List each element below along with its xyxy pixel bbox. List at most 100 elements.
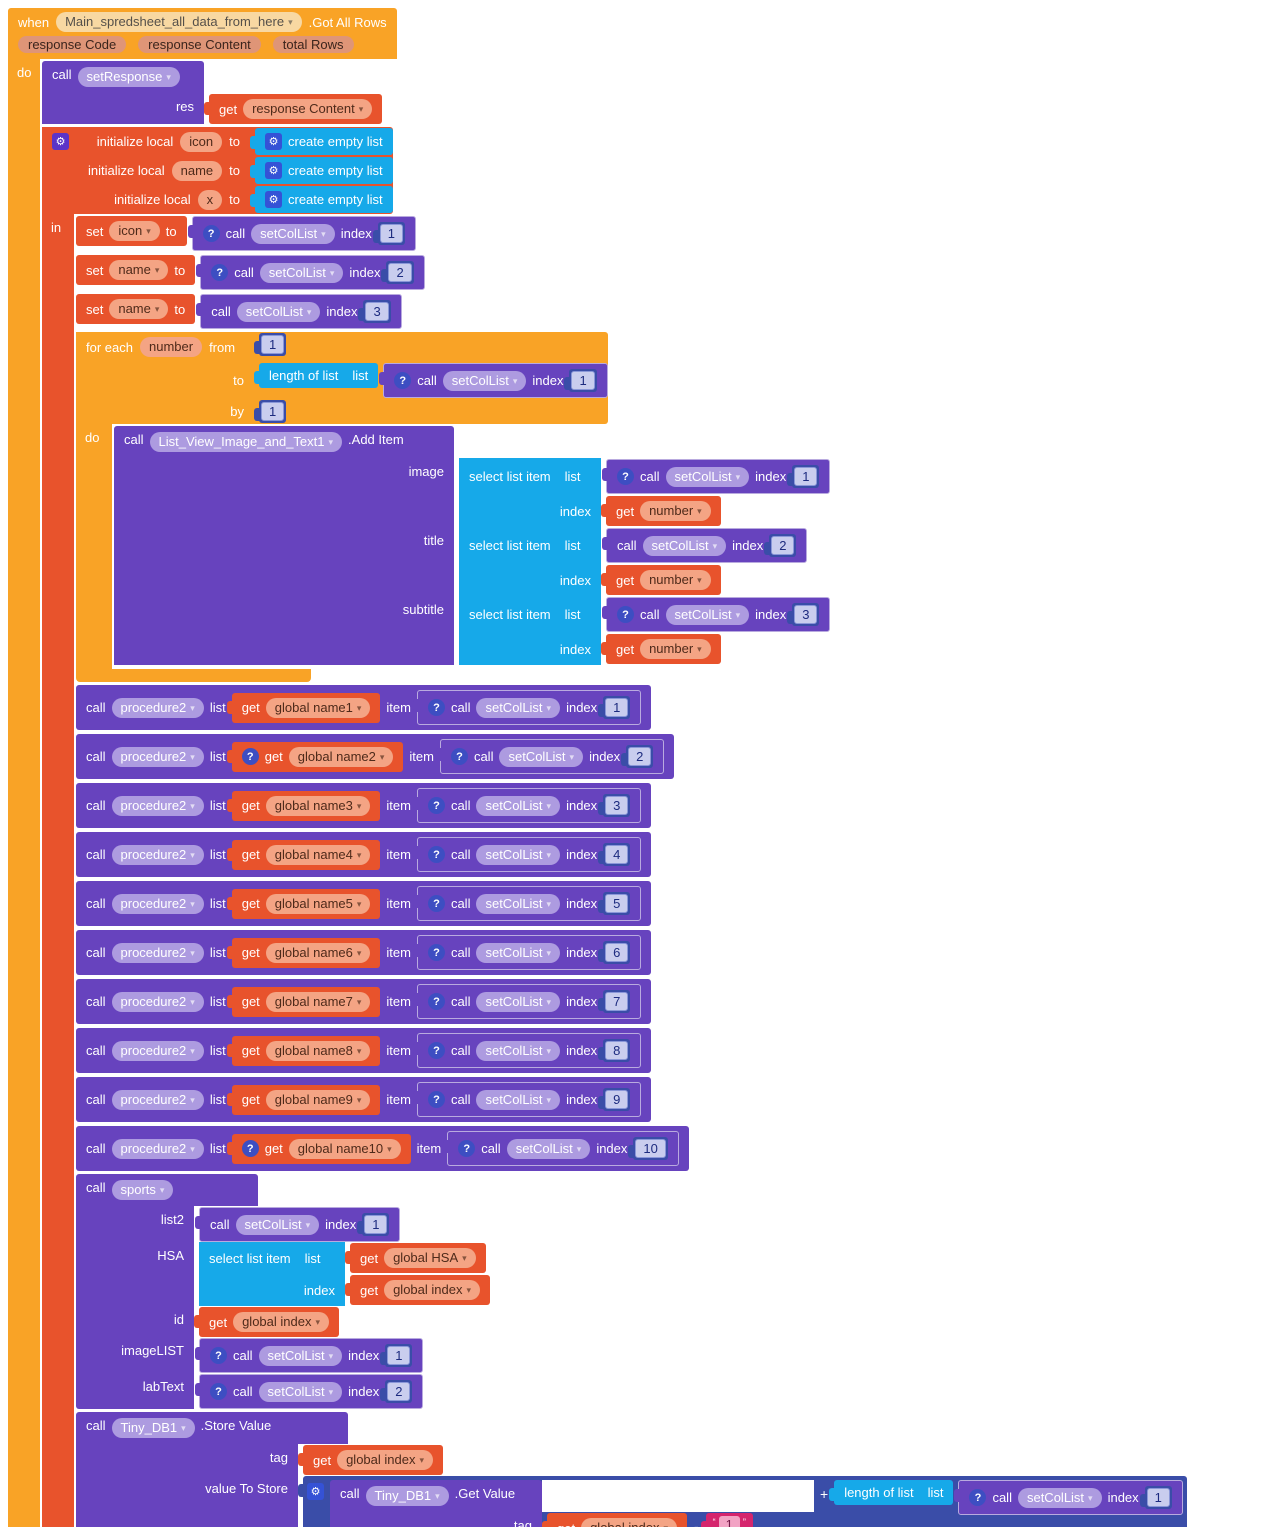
- warning-icon[interactable]: ?: [394, 372, 412, 389]
- number-block[interactable]: 1: [564, 369, 597, 392]
- get-global-index-block[interactable]: get global index ▾: [542, 1513, 687, 1527]
- call-setcollist-block[interactable]: ? call setColList ▾ index 6: [412, 935, 642, 970]
- call-procedure2-block[interactable]: call procedure2 ▾ list ? get global name…: [76, 832, 652, 877]
- call-setcollist-block[interactable]: call setColList ▾ index 1: [194, 1207, 401, 1242]
- number-field[interactable]: 1: [379, 224, 404, 243]
- number-field[interactable]: 3: [365, 302, 389, 321]
- variable-dropdown[interactable]: global index ▾: [384, 1280, 480, 1300]
- call-setcollist-block[interactable]: ? call setColList ▾ index 8: [412, 1033, 642, 1068]
- variable-dropdown[interactable]: global name2 ▾: [288, 746, 394, 767]
- empty-socket[interactable]: [542, 1480, 814, 1512]
- number-block[interactable]: 3: [598, 794, 631, 817]
- call-setcollist-block[interactable]: ? call setColList ▾ index 5: [412, 886, 642, 921]
- call-procedure2-block[interactable]: call procedure2 ▾ list ? get global name…: [76, 930, 652, 975]
- number-field[interactable]: 2: [628, 747, 652, 766]
- variable-dropdown[interactable]: number ▾: [640, 570, 711, 590]
- procedure-dropdown[interactable]: setColList ▾: [476, 1040, 561, 1061]
- call-setcollist-block[interactable]: ? call setColList ▾ index 2: [196, 255, 425, 290]
- number-field[interactable]: 2: [771, 536, 795, 555]
- call-procedure2-block[interactable]: call procedure2 ▾ list ? get global name…: [76, 734, 675, 779]
- warning-icon[interactable]: ?: [617, 468, 634, 485]
- procedure-dropdown[interactable]: setColList ▾: [476, 942, 561, 963]
- call-procedure2-block[interactable]: call procedure2 ▾ list ? get global name…: [76, 881, 652, 926]
- number-block[interactable]: 2: [764, 534, 797, 557]
- mutator-gear-icon[interactable]: ⚙: [307, 1483, 324, 1500]
- warning-icon[interactable]: ?: [427, 846, 445, 863]
- component-dropdown[interactable]: Tiny_DB1 ▾: [365, 1486, 449, 1506]
- variable-dropdown[interactable]: global name1 ▾: [265, 697, 371, 718]
- number-field[interactable]: 1: [605, 698, 629, 717]
- call-setcollist-block[interactable]: ? call setColList ▾ index 2: [601, 528, 808, 563]
- procedure-dropdown[interactable]: setColList ▾: [665, 604, 750, 625]
- call-procedure2-block[interactable]: call procedure2 ▾ list ? get global name…: [76, 1126, 689, 1171]
- number-field[interactable]: 9: [605, 1090, 629, 1109]
- mutator-gear-icon[interactable]: ⚙: [52, 133, 69, 150]
- number-block[interactable]: 1: [372, 222, 406, 245]
- call-setcollist-block[interactable]: ? call setColList ▾ index 9: [412, 1082, 642, 1117]
- get-global-index-block[interactable]: get global index ▾: [194, 1307, 339, 1337]
- procedure-dropdown[interactable]: procedure2 ▾: [111, 991, 204, 1012]
- text-string-block[interactable]: “ 1 ”: [700, 1513, 753, 1527]
- set-local-variable-block[interactable]: set name ▾ to: [76, 255, 196, 285]
- call-setcollist-block[interactable]: ? call setColList ▾ index 4: [412, 837, 642, 872]
- warning-icon[interactable]: ?: [202, 225, 220, 242]
- variable-dropdown[interactable]: number ▾: [640, 639, 711, 659]
- number-block[interactable]: 1: [787, 465, 820, 488]
- number-block[interactable]: 1: [1139, 1486, 1172, 1509]
- number-block[interactable]: 1: [380, 1344, 413, 1367]
- warning-icon[interactable]: ?: [211, 264, 229, 281]
- number-field[interactable]: 1: [571, 371, 595, 390]
- variable-dropdown[interactable]: global name9 ▾: [265, 1089, 371, 1110]
- call-setcollist-block[interactable]: ? call setColList ▾ index 3: [196, 294, 402, 329]
- procedure-dropdown[interactable]: procedure2 ▾: [111, 697, 204, 718]
- get-global-variable-block[interactable]: ? get global name7 ▾: [226, 986, 381, 1017]
- variable-dropdown[interactable]: global HSA ▾: [384, 1248, 476, 1268]
- number-block[interactable]: 10: [628, 1137, 668, 1160]
- warning-icon[interactable]: ?: [450, 748, 468, 765]
- select-list-item-block[interactable]: select list item list ? call setColList …: [459, 458, 831, 527]
- warning-icon[interactable]: ?: [427, 895, 445, 912]
- local-var-x[interactable]: x: [197, 189, 223, 210]
- number-block[interactable]: 6: [598, 941, 631, 964]
- variable-dropdown[interactable]: global name6 ▾: [265, 942, 371, 963]
- when-event-block[interactable]: when Main_spredsheet_all_data_from_here …: [8, 8, 1261, 1527]
- procedure-dropdown[interactable]: setColList ▾: [499, 746, 584, 767]
- number-field[interactable]: 1: [1146, 1488, 1170, 1507]
- component-dropdown[interactable]: List_View_Image_and_Text1 ▾: [149, 432, 343, 452]
- warning-icon[interactable]: ?: [617, 606, 634, 623]
- call-setcollist-block[interactable]: ? call setColList ▾ index 1: [412, 690, 642, 725]
- number-field[interactable]: 4: [605, 845, 629, 864]
- procedure-dropdown[interactable]: setColList ▾: [665, 466, 750, 487]
- variable-dropdown[interactable]: name ▾: [109, 299, 169, 319]
- create-empty-list-block[interactable]: ⚙ create empty list: [250, 186, 393, 213]
- procedure-dropdown[interactable]: procedure2 ▾: [111, 942, 204, 963]
- number-field[interactable]: 1: [261, 402, 285, 421]
- number-field[interactable]: 6: [605, 943, 629, 962]
- warning-icon[interactable]: ?: [427, 993, 445, 1010]
- variable-dropdown[interactable]: global index ▾: [337, 1450, 433, 1470]
- procedure-dropdown[interactable]: procedure2 ▾: [111, 795, 204, 816]
- call-store-value-block[interactable]: call Tiny_DB1 ▾ .Store Value tag: [76, 1412, 1187, 1527]
- call-setresponse-block[interactable]: call setResponse ▾ res get response Cont…: [42, 61, 383, 124]
- math-add-block[interactable]: ⚙ call Tiny_DB1: [298, 1476, 1187, 1527]
- get-global-variable-block[interactable]: ? get global name2 ▾: [226, 741, 404, 772]
- call-setcollist-block[interactable]: ? call setColList ▾ index 7: [412, 984, 642, 1019]
- warning-icon[interactable]: ?: [427, 1091, 445, 1108]
- number-block[interactable]: 1: [598, 696, 631, 719]
- procedure-dropdown[interactable]: setColList ▾: [476, 991, 561, 1012]
- mutator-gear-icon[interactable]: ⚙: [265, 133, 282, 150]
- number-field[interactable]: 3: [794, 605, 818, 624]
- procedure-dropdown[interactable]: setColList ▾: [235, 1214, 320, 1235]
- number-field[interactable]: 2: [387, 1382, 411, 1401]
- call-setcollist-block[interactable]: ? call setColList ▾ index 1: [194, 1338, 424, 1373]
- procedure-dropdown[interactable]: procedure2 ▾: [111, 893, 204, 914]
- number-block[interactable]: 2: [621, 745, 654, 768]
- warning-icon[interactable]: ?: [969, 1489, 987, 1506]
- get-global-variable-block[interactable]: ? get global name4 ▾: [226, 839, 381, 870]
- call-get-value-block[interactable]: call Tiny_DB1 ▾ .Get Value: [330, 1480, 814, 1527]
- variable-dropdown[interactable]: global name4 ▾: [265, 844, 371, 865]
- get-global-variable-block[interactable]: ? get global name5 ▾: [226, 888, 381, 919]
- call-setcollist-block[interactable]: ? call setColList ▾ index 3: [601, 597, 831, 632]
- procedure-dropdown[interactable]: setColList ▾: [1017, 1487, 1102, 1508]
- variable-dropdown[interactable]: global name5 ▾: [265, 893, 371, 914]
